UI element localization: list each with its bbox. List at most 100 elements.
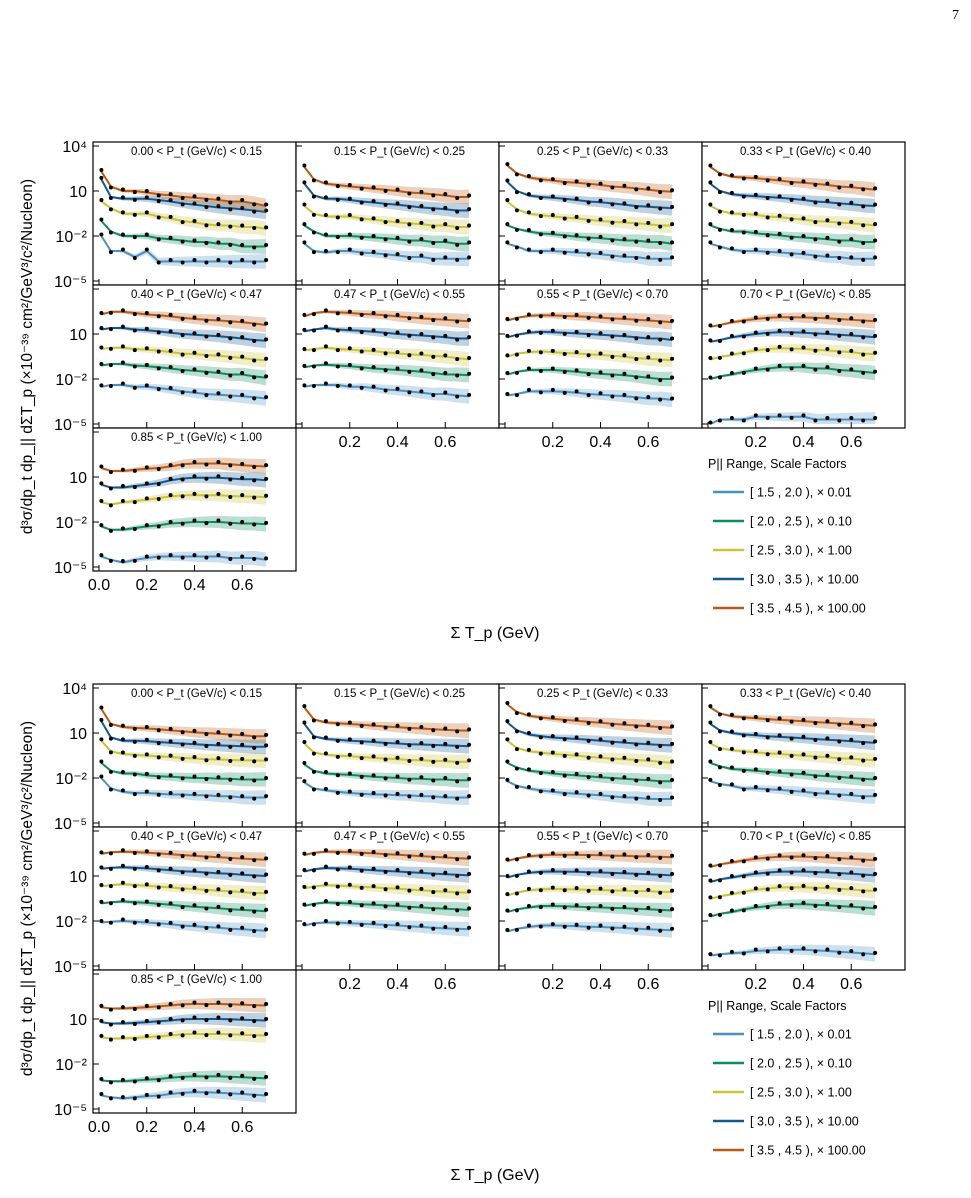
data-point [99,232,104,237]
data-point [634,375,639,380]
uncertainty-band [304,743,470,770]
data-point [455,257,460,262]
data-point [526,366,531,371]
data-point [729,351,734,356]
data-point [335,215,340,220]
x-tick-label: 0.4 [589,434,611,451]
data-point [120,559,125,563]
data-point [264,872,269,877]
data-point [132,197,137,202]
data-point [813,721,818,726]
uncertainty-band [101,346,267,368]
data-point [514,333,519,338]
data-point [658,397,663,402]
data-point [335,364,340,369]
data-point [550,902,555,907]
data-point [192,728,197,733]
data-point [407,222,412,227]
data-point [252,778,257,783]
data-point [873,317,878,322]
data-point [192,1088,197,1093]
data-point [670,375,675,380]
y-tick-label: 10 [69,726,87,743]
uncertainty-band [101,171,267,214]
data-point [443,905,448,910]
data-point [550,868,555,872]
data-point [192,1000,197,1005]
data-point [192,194,197,199]
data-point [646,757,651,762]
data-point [801,868,806,873]
data-point [634,318,639,323]
data-point [443,794,448,799]
data-point [108,363,113,368]
data-point [658,378,663,383]
data-point [658,337,663,342]
data-point [849,870,854,875]
data-point [574,903,579,908]
data-point [574,179,579,184]
data-point [99,1092,104,1096]
data-point [467,758,472,763]
data-point [216,491,221,496]
data-point [837,775,842,780]
data-point [825,198,830,203]
data-point [132,235,137,240]
data-point [192,1030,197,1035]
panel-2-2: 0.15 < P_t (GeV/c) < 0.25 [295,683,500,828]
data-point [132,772,137,777]
data-point [777,413,782,418]
data-point [526,767,531,772]
data-point [264,463,269,468]
data-point [801,196,806,201]
data-point [347,865,352,870]
panel-1-6: 0.47 < P_t (GeV/c) < 0.55 [295,284,500,429]
data-point [359,251,364,256]
y-tick-label: 10⁻² [55,515,87,532]
data-point [192,755,197,759]
data-point [634,724,639,729]
data-point [204,260,209,265]
data-point [753,347,758,351]
data-point [610,394,615,399]
data-point [455,196,460,200]
data-point [825,181,830,186]
data-point [789,855,794,860]
data-point [634,222,639,227]
data-point [813,949,818,954]
data-point [99,523,104,528]
data-point [395,219,400,223]
data-point [861,873,866,878]
data-point [302,240,307,245]
data-point [861,758,866,763]
data-point [192,389,197,394]
data-point [789,753,794,758]
data-point [252,522,257,527]
data-point [302,720,307,725]
data-point [252,1093,257,1098]
data-point [228,477,233,482]
data-point [789,736,794,741]
data-point [180,793,185,798]
data-point [658,241,663,245]
data-point [861,724,866,729]
data-point [120,324,125,329]
data-point [610,202,615,207]
data-point [505,719,510,724]
data-point [789,870,794,875]
data-point [574,214,579,219]
data-point [825,330,830,335]
data-point [431,778,436,783]
data-point [108,558,113,563]
data-point [99,481,104,486]
data-point [108,470,113,475]
data-point [395,187,400,192]
panel-1-8: 0.70 < P_t (GeV/c) < 0.85 [701,284,906,429]
data-point [323,751,328,756]
data-point [302,884,307,889]
data-point [216,369,221,374]
data-point [753,315,758,320]
data-point [455,760,460,765]
data-point [204,241,209,245]
data-point [586,252,591,257]
